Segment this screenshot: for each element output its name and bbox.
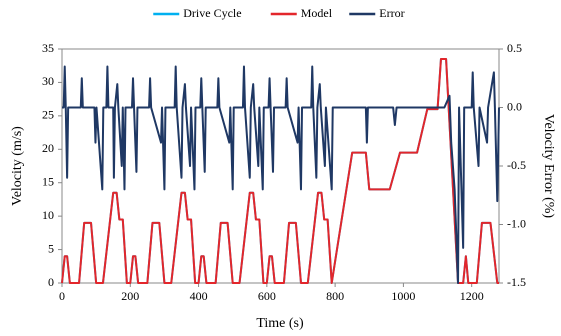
x-tick-label: 1200	[460, 289, 484, 303]
y-tick-label: 25	[42, 108, 54, 122]
y-tick-label: 10	[42, 208, 54, 222]
legend-label: Model	[301, 6, 333, 20]
plot-frame	[61, 48, 500, 284]
x-tick-label: 0	[59, 289, 65, 303]
x-tick-label: 800	[326, 289, 344, 303]
y2-tick-label: -0.5	[507, 158, 526, 172]
x-tick-label: 200	[121, 289, 139, 303]
y-tick-label: 0	[48, 275, 54, 289]
y-tick-label: 15	[42, 174, 54, 188]
series-line	[61, 58, 499, 284]
y2-tick-label: 0.5	[507, 41, 522, 55]
y2-tick-label: 0.0	[507, 99, 522, 113]
x-tick-label: 400	[190, 289, 208, 303]
y2-axis-title: Velocity Error (%)	[541, 114, 556, 219]
legend-label: Drive Cycle	[183, 6, 241, 20]
y-tick-label: 20	[42, 141, 54, 155]
y-tick-label: 5	[48, 241, 54, 255]
x-tick-label: 600	[258, 289, 276, 303]
y-axis-title: Velocity (m/s)	[10, 126, 25, 206]
legend-label: Error	[379, 6, 404, 20]
y2-tick-label: -1.5	[507, 275, 526, 289]
series-line	[61, 58, 499, 284]
series-line	[62, 65, 500, 284]
y-tick-label: 30	[42, 74, 54, 88]
x-tick-label: 1000	[391, 289, 415, 303]
y-tick-label: 35	[42, 41, 54, 55]
y2-tick-label: -1.0	[507, 216, 526, 230]
x-axis-title: Time (s)	[256, 316, 304, 331]
